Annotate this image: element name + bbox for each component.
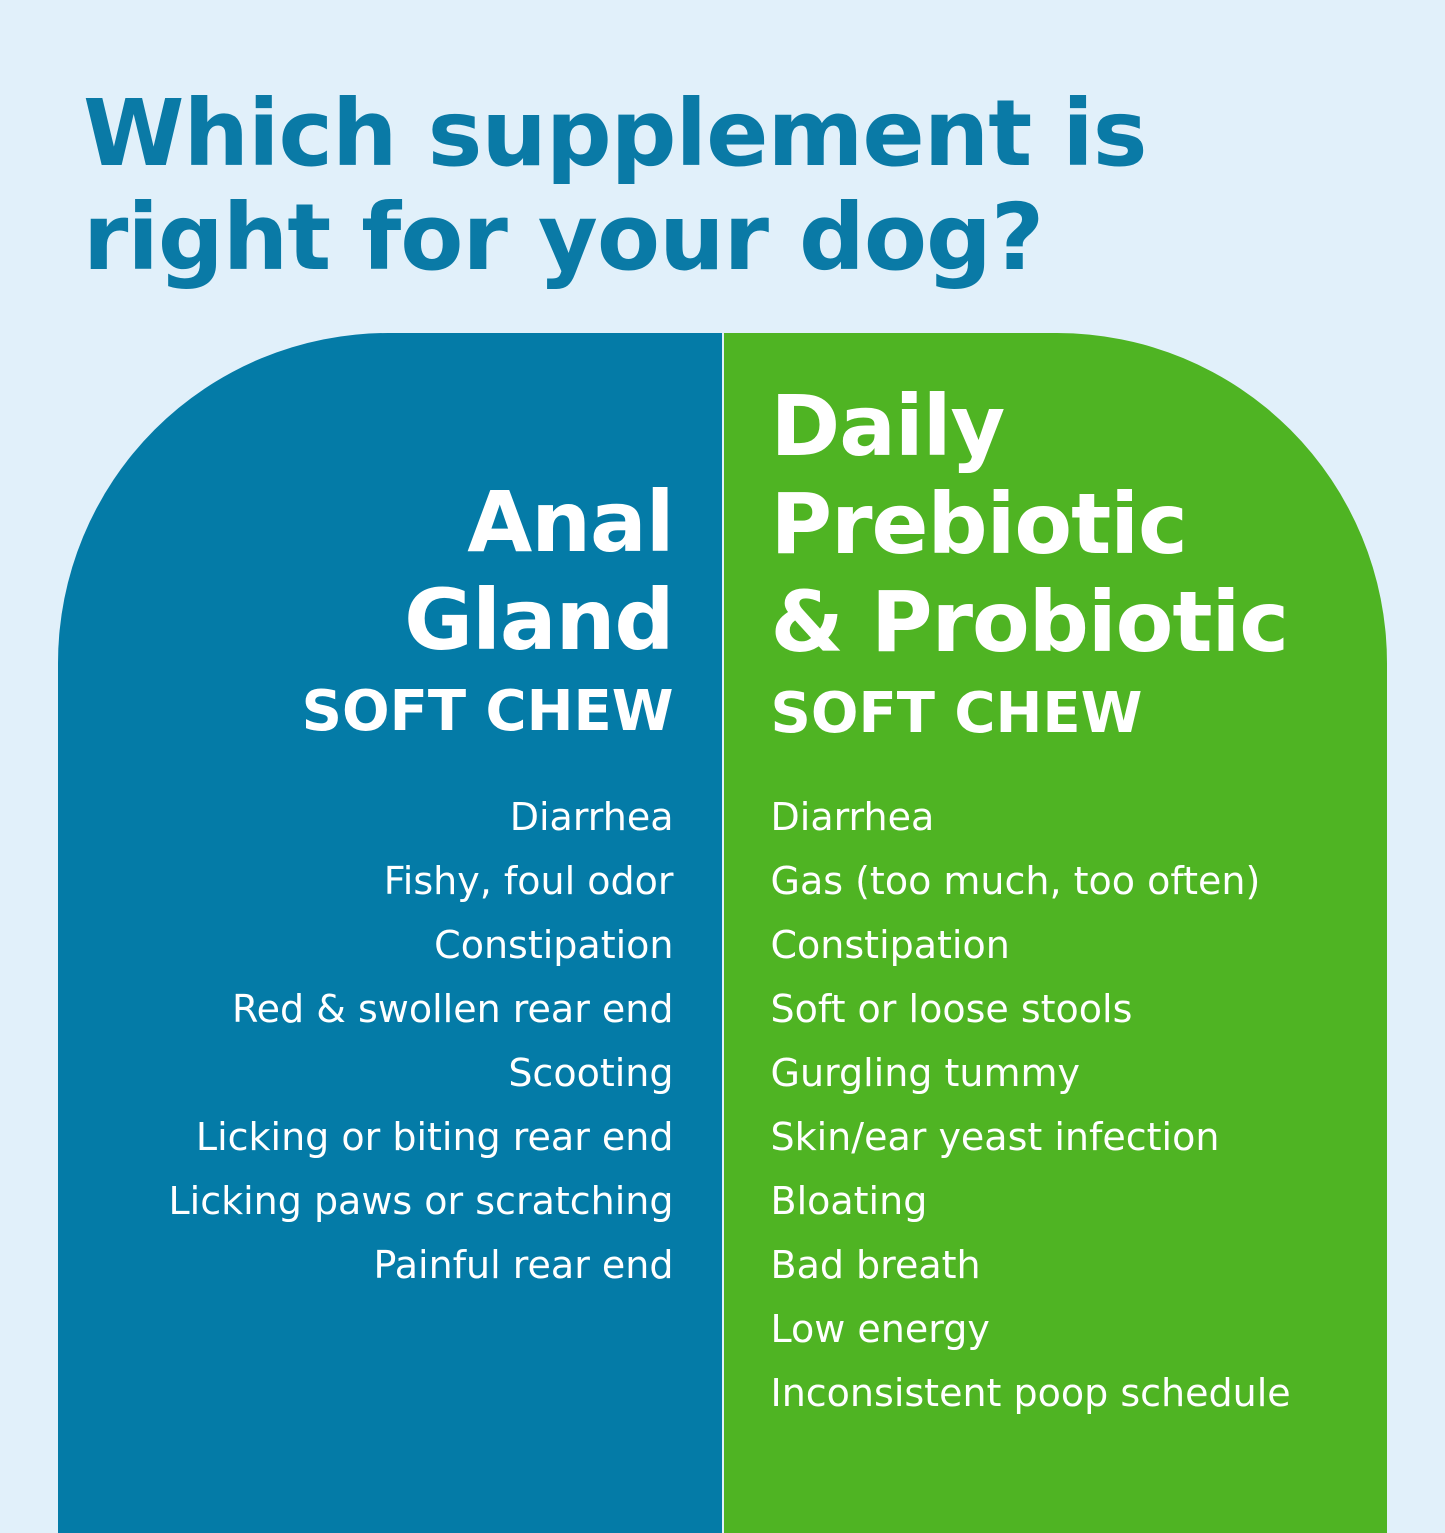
page-title: Which supplement is right for your dog? — [83, 80, 1148, 291]
list-item: Fishy, foul odor — [383, 859, 674, 903]
anal-gland-panel: Anal Gland SOFT CHEW Diarrhea Fishy, fou… — [58, 333, 722, 1533]
probiotic-panel: Daily Prebiotic & Probiotic SOFT CHEW Di… — [721, 333, 1387, 1533]
title-line-2: right for your dog? — [83, 184, 1044, 291]
list-item: Constipation — [770, 923, 1010, 967]
list-item: Licking or biting rear end — [195, 1115, 674, 1159]
list-item: Inconsistent poop schedule — [770, 1371, 1291, 1415]
list-item: Diarrhea — [770, 795, 935, 839]
product-name-line: Anal — [467, 473, 674, 571]
list-item: Gurgling tummy — [770, 1051, 1081, 1095]
product-name-line: Prebiotic — [770, 475, 1188, 573]
list-item: Bloating — [770, 1179, 928, 1223]
list-item: Low energy — [770, 1307, 990, 1351]
list-item: Diarrhea — [509, 795, 674, 839]
list-item: Bad breath — [770, 1243, 981, 1287]
comparison-card: Anal Gland SOFT CHEW Diarrhea Fishy, fou… — [58, 333, 1387, 1533]
list-item: Gas (too much, too often) — [770, 859, 1261, 903]
list-item: Skin/ear yeast infection — [770, 1115, 1220, 1159]
product-name-line: Gland — [404, 571, 674, 669]
list-item: Red & swollen rear end — [231, 987, 674, 1031]
product-name-line: & Probiotic — [770, 573, 1290, 671]
title-line-1: Which supplement is — [83, 80, 1148, 187]
symptom-list: Diarrhea Fishy, foul odor Constipation R… — [168, 785, 673, 1297]
product-subtitle: SOFT CHEW — [770, 681, 1143, 746]
symptom-list: Diarrhea Gas (too much, too often) Const… — [771, 785, 1291, 1425]
list-item: Scooting — [508, 1051, 674, 1095]
list-item: Painful rear end — [373, 1243, 674, 1287]
product-heading: Daily Prebiotic & Probiotic SOFT CHEW — [770, 377, 1290, 749]
list-item: Licking paws or scratching — [168, 1179, 674, 1223]
product-name-line: Daily — [770, 377, 1006, 475]
list-item: Soft or loose stools — [770, 987, 1133, 1031]
product-heading: Anal Gland SOFT CHEW — [301, 473, 675, 747]
list-item: Constipation — [434, 923, 674, 967]
product-subtitle: SOFT CHEW — [301, 679, 674, 744]
